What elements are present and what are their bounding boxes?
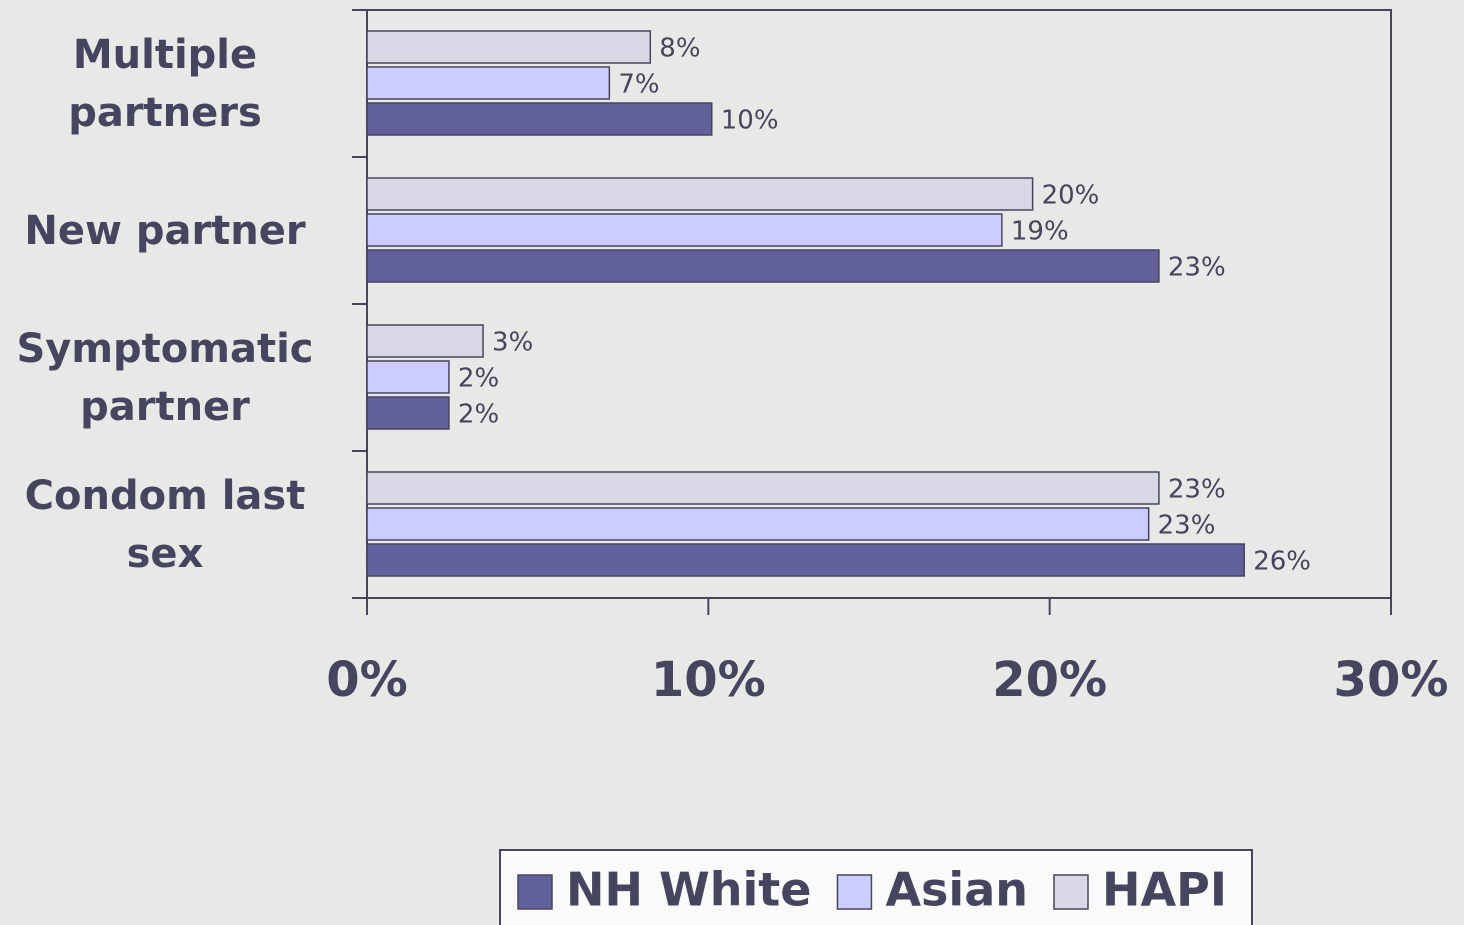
- x-tick-label: 30%: [1334, 652, 1449, 708]
- bar: [366, 360, 450, 394]
- bar: [366, 471, 1160, 505]
- value-label: 7%: [618, 70, 659, 100]
- bar: [366, 30, 652, 64]
- bar: [366, 543, 1245, 577]
- legend-swatch: [1053, 874, 1089, 910]
- category-label: Multiple partners: [68, 31, 262, 136]
- category-label: New partner: [24, 207, 306, 254]
- value-label: 23%: [1168, 253, 1226, 283]
- x-tick-label: 0%: [326, 652, 408, 708]
- legend-label: NH White: [566, 863, 811, 917]
- value-label: 19%: [1011, 217, 1069, 247]
- bar: [366, 507, 1150, 541]
- x-tick-label: 20%: [992, 652, 1107, 708]
- bar: [366, 213, 1003, 247]
- bar: [366, 249, 1160, 283]
- category-label: Condom last sex: [24, 472, 306, 577]
- value-label: 2%: [458, 364, 499, 394]
- value-label: 2%: [458, 400, 499, 430]
- bar: [366, 396, 450, 430]
- bar: [366, 102, 713, 136]
- legend-box: [499, 849, 1253, 925]
- value-label: 10%: [721, 106, 779, 136]
- legend-swatch: [517, 874, 553, 910]
- category-label: Symptomatic partner: [16, 325, 314, 430]
- value-label: 8%: [659, 34, 700, 64]
- bar: [366, 324, 484, 358]
- legend-label: Asian: [885, 863, 1028, 917]
- value-label: 26%: [1253, 547, 1311, 577]
- value-label: 23%: [1158, 511, 1216, 541]
- legend-swatch: [836, 874, 873, 910]
- x-tick-label: 10%: [651, 652, 766, 708]
- bar: [366, 177, 1034, 211]
- bar: [366, 66, 611, 100]
- value-label: 20%: [1042, 181, 1100, 211]
- value-label: 23%: [1168, 475, 1226, 505]
- legend-label: HAPI: [1102, 863, 1227, 917]
- value-label: 3%: [492, 328, 533, 358]
